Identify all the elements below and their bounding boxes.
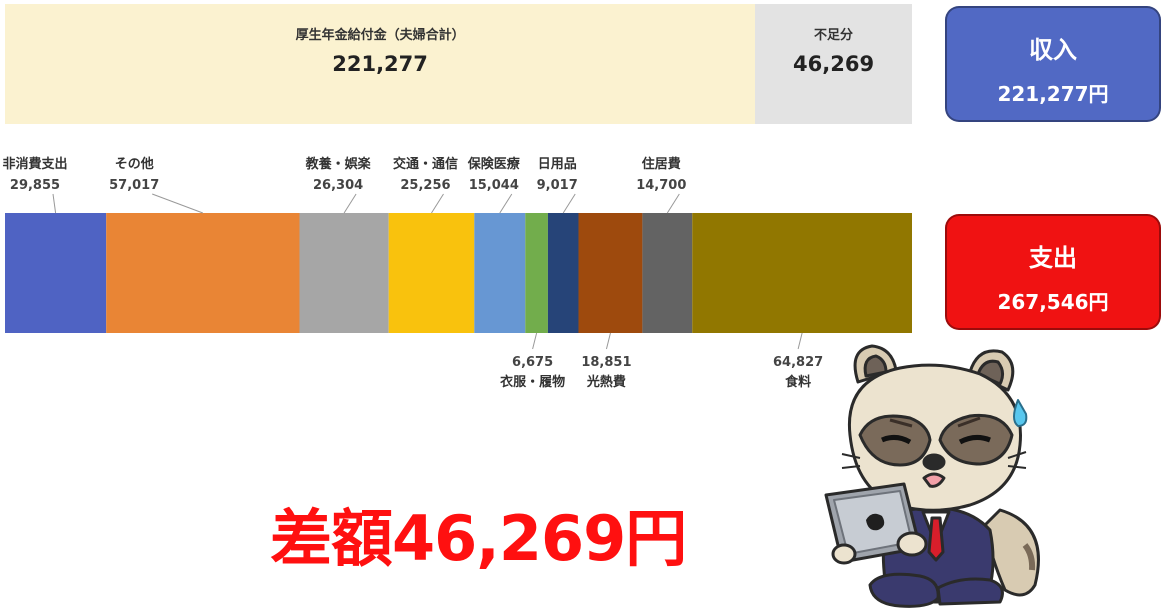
expense-card: 支出 267,546円	[945, 214, 1161, 330]
expense-leader-segment-6	[562, 193, 576, 214]
shortfall-value: 46,269	[793, 52, 875, 76]
expense-value-segment-2: 26,304	[313, 178, 363, 193]
expense-name-segment-8: 住居費	[642, 156, 681, 172]
income-bar: 厚生年金給付金（夫婦合計） 221,277 不足分 46,269	[5, 4, 912, 124]
expense-name-segment-2: 教養・娯楽	[305, 156, 372, 172]
expense-value-segment-5: 6,675	[512, 355, 553, 370]
income-card-title: 収入	[1029, 36, 1077, 64]
expense-card-title: 支出	[1029, 244, 1077, 272]
expense-value-segment-1: 57,017	[109, 178, 159, 193]
expense-value-segment-9: 64,827	[773, 355, 823, 370]
expense-card-amount: 267,546円	[997, 290, 1109, 314]
shortfall-segment: 不足分 46,269	[755, 4, 912, 124]
pension-segment: 厚生年金給付金（夫婦合計） 221,277	[5, 4, 756, 124]
expense-name-segment-9: 食料	[785, 374, 811, 390]
expense-value-segment-7: 18,851	[581, 355, 631, 370]
expense-value-segment-4: 15,044	[469, 178, 519, 193]
expense-name-segment-4: 保険医療	[467, 156, 521, 172]
expense-name-segment-6: 日用品	[538, 157, 577, 172]
raccoon-mascot-illustration	[824, 344, 1040, 608]
expense-leader-segment-8	[666, 193, 680, 214]
expense-bar-segment-5	[525, 213, 548, 333]
expense-bar-segment-6	[547, 213, 579, 333]
pension-value: 221,277	[332, 52, 428, 76]
difference-text: 差額46,269円	[270, 502, 687, 575]
expense-leader-segment-1	[152, 193, 204, 214]
expense-leader-segment-0	[52, 193, 57, 214]
expense-name-segment-5: 衣服・履物	[500, 374, 565, 390]
expense-breakdown-chart: 非消費支出 29,855 その他 57,017 教養・娯楽 26,304 交通・通信 25,2…	[2, 156, 912, 390]
expense-bar-segment-1	[106, 213, 300, 333]
expense-bar-segment-7	[578, 213, 643, 333]
expense-value-segment-0: 29,855	[10, 178, 60, 193]
expense-value-segment-6: 9,017	[537, 178, 578, 193]
expense-bar-segment-8	[642, 213, 693, 333]
expense-leader-segment-9	[797, 332, 803, 350]
expense-name-segment-3: 交通・通信	[393, 156, 458, 172]
expense-name-segment-7: 光熱費	[586, 374, 626, 390]
expense-name-segment-1: その他	[115, 156, 154, 172]
expense-bar-segment-9	[692, 213, 912, 333]
expense-name-segment-0: 非消費支出	[2, 156, 67, 172]
shortfall-label: 不足分	[814, 28, 854, 43]
expense-bar-segment-2	[299, 213, 389, 333]
pension-label: 厚生年金給付金（夫婦合計）	[295, 28, 465, 43]
expense-bar-segment-0	[5, 213, 107, 333]
income-card-amount: 221,277円	[997, 82, 1109, 106]
expense-leader-segment-4	[499, 193, 513, 214]
expense-leader-segment-7	[605, 332, 611, 350]
expense-value-segment-8: 14,700	[636, 178, 686, 193]
expense-bar-segment-4	[474, 213, 526, 333]
expense-bar-segment-3	[388, 213, 475, 333]
expense-value-segment-3: 25,256	[400, 178, 450, 193]
expense-leader-segment-5	[532, 332, 538, 350]
expense-leader-segment-2	[343, 193, 357, 214]
expense-leader-segment-3	[431, 193, 444, 214]
income-card: 収入 221,277円	[945, 6, 1161, 122]
